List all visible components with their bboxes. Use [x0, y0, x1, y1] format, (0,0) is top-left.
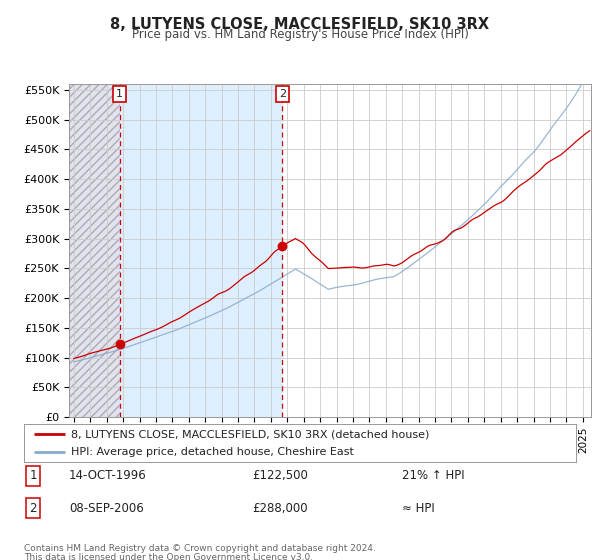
Text: 8, LUTYENS CLOSE, MACCLESFIELD, SK10 3RX (detached house): 8, LUTYENS CLOSE, MACCLESFIELD, SK10 3RX…	[71, 429, 429, 439]
Text: 14-OCT-1996: 14-OCT-1996	[69, 469, 147, 482]
Text: Price paid vs. HM Land Registry's House Price Index (HPI): Price paid vs. HM Land Registry's House …	[131, 28, 469, 41]
Bar	[120, 84, 282, 417]
Text: HPI: Average price, detached house, Cheshire East: HPI: Average price, detached house, Ches…	[71, 447, 354, 457]
Bar	[69, 84, 120, 417]
Text: 2: 2	[29, 502, 37, 515]
Bar	[69, 84, 120, 417]
Text: 8, LUTYENS CLOSE, MACCLESFIELD, SK10 3RX: 8, LUTYENS CLOSE, MACCLESFIELD, SK10 3RX	[110, 17, 490, 32]
Text: 1: 1	[29, 469, 37, 482]
Text: 08-SEP-2006: 08-SEP-2006	[69, 502, 144, 515]
Text: 2: 2	[278, 89, 286, 99]
Text: 1: 1	[116, 89, 123, 99]
Text: £122,500: £122,500	[252, 469, 308, 482]
Text: 21% ↑ HPI: 21% ↑ HPI	[402, 469, 464, 482]
Text: £288,000: £288,000	[252, 502, 308, 515]
Text: Contains HM Land Registry data © Crown copyright and database right 2024.: Contains HM Land Registry data © Crown c…	[24, 544, 376, 553]
Text: This data is licensed under the Open Government Licence v3.0.: This data is licensed under the Open Gov…	[24, 553, 313, 560]
Text: ≈ HPI: ≈ HPI	[402, 502, 435, 515]
